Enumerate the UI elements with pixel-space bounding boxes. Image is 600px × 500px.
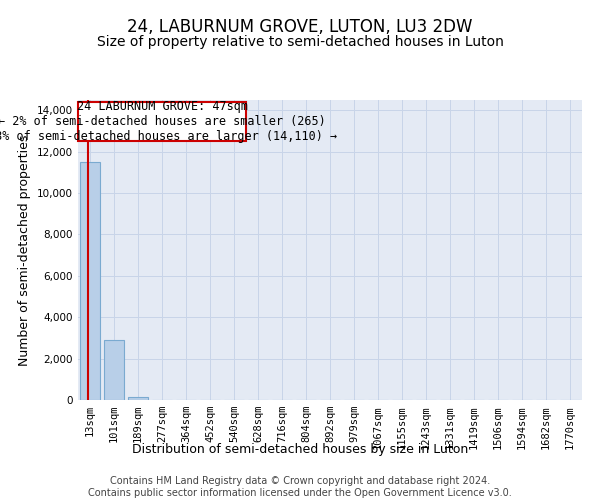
Y-axis label: Number of semi-detached properties: Number of semi-detached properties	[19, 134, 31, 366]
Text: 24, LABURNUM GROVE, LUTON, LU3 2DW: 24, LABURNUM GROVE, LUTON, LU3 2DW	[127, 18, 473, 36]
Text: Contains HM Land Registry data © Crown copyright and database right 2024.
Contai: Contains HM Land Registry data © Crown c…	[88, 476, 512, 498]
Bar	[80, 162, 100, 400]
Text: Distribution of semi-detached houses by size in Luton: Distribution of semi-detached houses by …	[132, 442, 468, 456]
Text: 24 LABURNUM GROVE: 47sqm
← 2% of semi-detached houses are smaller (265)
98% of s: 24 LABURNUM GROVE: 47sqm ← 2% of semi-de…	[0, 100, 337, 143]
Text: Size of property relative to semi-detached houses in Luton: Size of property relative to semi-detach…	[97, 35, 503, 49]
Bar	[104, 340, 124, 400]
Bar	[128, 397, 148, 400]
FancyBboxPatch shape	[79, 102, 246, 142]
